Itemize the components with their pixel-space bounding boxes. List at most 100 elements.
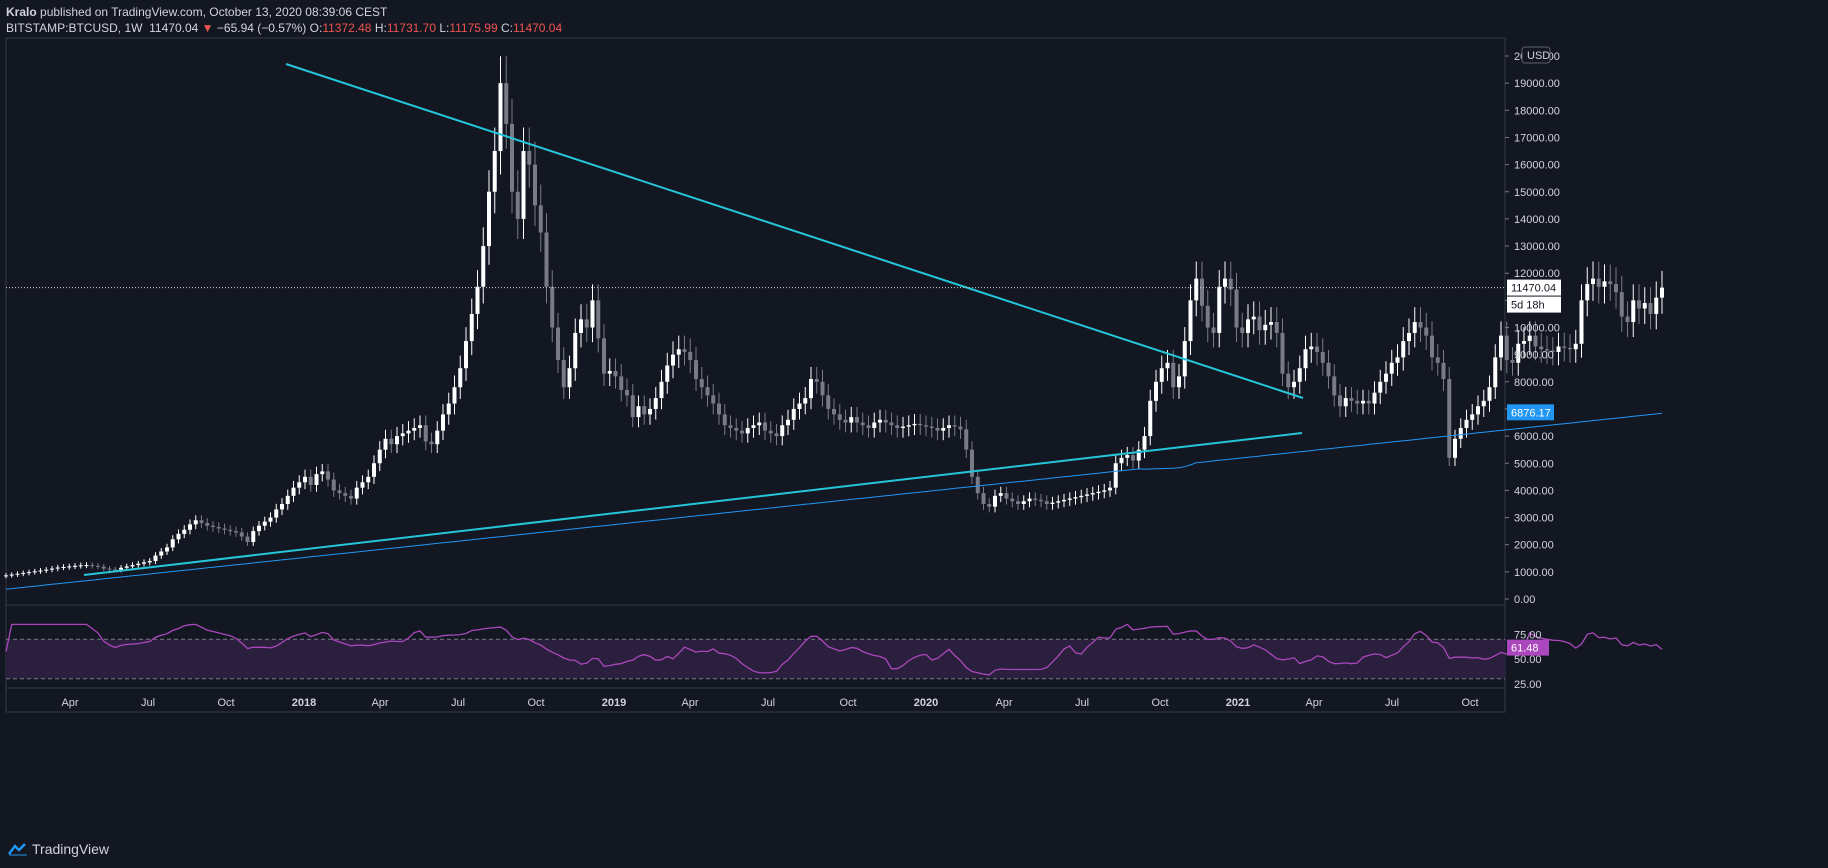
candle-body bbox=[561, 360, 566, 388]
candle-body bbox=[1608, 281, 1613, 285]
candle-body bbox=[740, 430, 744, 434]
candle-body bbox=[613, 370, 618, 377]
candle-body bbox=[1309, 346, 1314, 350]
candle-body bbox=[590, 300, 595, 328]
candle-body bbox=[372, 463, 376, 477]
candle-body bbox=[90, 565, 95, 567]
candle-body bbox=[1539, 346, 1544, 350]
candle-body bbox=[239, 532, 244, 537]
candle-body bbox=[1263, 324, 1268, 331]
candle-body bbox=[1315, 346, 1319, 352]
candle-body bbox=[1016, 501, 1020, 504]
candle-body bbox=[469, 313, 474, 342]
footer-brand: TradingView bbox=[32, 841, 110, 857]
candle-body bbox=[1522, 341, 1526, 344]
price-tick-label: 12000.00 bbox=[1514, 268, 1560, 280]
candle-body bbox=[1430, 335, 1434, 358]
candle-body bbox=[809, 379, 813, 399]
high-label: H: bbox=[374, 21, 387, 35]
candle-body bbox=[630, 395, 635, 418]
candle-body bbox=[1246, 319, 1250, 333]
candle-body bbox=[38, 570, 43, 572]
symbol-line: BITSTAMP:BTCUSD, 1W 11470.04 ▼ −65.94 (−… bbox=[6, 21, 563, 35]
rsi-tick-label: 75.00 bbox=[1514, 629, 1542, 641]
candle-body bbox=[987, 503, 992, 507]
candle-body bbox=[607, 370, 612, 374]
candles bbox=[4, 56, 1664, 579]
price-tick-label: 0.00 bbox=[1514, 594, 1535, 606]
candle-body bbox=[418, 425, 422, 428]
candle-body bbox=[993, 495, 997, 507]
price-tick-label: 1000.00 bbox=[1514, 567, 1554, 579]
candle-body bbox=[113, 569, 118, 571]
candle-body bbox=[1223, 278, 1227, 287]
candle-body bbox=[320, 471, 325, 475]
candle-body bbox=[1648, 303, 1653, 314]
candle-body bbox=[924, 425, 928, 427]
candle-body bbox=[1292, 381, 1296, 388]
candle-body bbox=[1332, 376, 1337, 396]
time-axis-label: Oct bbox=[527, 697, 544, 709]
candle-body bbox=[1493, 357, 1498, 388]
candle-body bbox=[343, 493, 348, 496]
candle-body bbox=[1464, 419, 1469, 428]
tradingview-footer[interactable]: TradingView bbox=[8, 841, 109, 857]
candle-body bbox=[1044, 501, 1049, 504]
candle-body bbox=[717, 403, 721, 415]
price-tick-label: 13000.00 bbox=[1514, 241, 1560, 253]
time-axis-label: Apr bbox=[995, 697, 1012, 709]
candle-body bbox=[751, 425, 756, 428]
candle-body bbox=[1171, 362, 1176, 388]
candle-body bbox=[27, 572, 31, 574]
candle-body bbox=[130, 565, 135, 567]
candle-body bbox=[625, 389, 629, 396]
price-tick-label: 19000.00 bbox=[1514, 78, 1560, 90]
candle-body bbox=[234, 531, 238, 533]
last-price: 11470.04 bbox=[149, 21, 199, 35]
candle-body bbox=[1412, 322, 1417, 333]
candle-body bbox=[366, 476, 371, 483]
candle-body bbox=[1573, 343, 1578, 350]
candle-body bbox=[498, 83, 503, 152]
candle-body bbox=[521, 151, 526, 219]
candle-body bbox=[136, 563, 141, 566]
candle-body bbox=[337, 490, 342, 494]
candle-body bbox=[1320, 351, 1325, 363]
candle-body bbox=[1217, 286, 1222, 333]
candle-body bbox=[1453, 438, 1457, 458]
symbol-name[interactable]: BITSTAMP:BTCUSD bbox=[6, 21, 118, 35]
candle-body bbox=[901, 426, 905, 428]
candle-body bbox=[383, 438, 388, 450]
candle-body bbox=[1234, 289, 1239, 328]
candle-body bbox=[50, 568, 54, 570]
candle-body bbox=[389, 438, 394, 445]
publish-line: Kralo published on TradingView.com, Octo… bbox=[6, 5, 387, 19]
candle-body bbox=[1389, 362, 1394, 374]
candle-body bbox=[303, 476, 307, 483]
candle-body bbox=[1274, 322, 1279, 333]
candle-body bbox=[1384, 373, 1388, 382]
axes: 0.00 1000.00 2000.00 3000.00 4000.00 5000.00 6… bbox=[6, 46, 1561, 709]
author-name[interactable]: Kralo bbox=[6, 5, 37, 19]
time-axis-label: Apr bbox=[1305, 697, 1322, 709]
candle-body bbox=[1303, 349, 1308, 369]
candle-body bbox=[1458, 427, 1463, 439]
candle-body bbox=[947, 425, 951, 428]
candle-body bbox=[400, 433, 405, 437]
candle-body bbox=[573, 332, 578, 369]
candle-body bbox=[1487, 387, 1492, 401]
candle-body bbox=[705, 387, 710, 396]
candle-body bbox=[4, 575, 8, 577]
candle-body bbox=[1280, 332, 1285, 374]
candle-body bbox=[883, 419, 888, 423]
candle-body bbox=[544, 232, 549, 287]
candle-body bbox=[970, 449, 974, 477]
candle-body bbox=[1550, 350, 1555, 352]
candle-body bbox=[61, 566, 66, 568]
candle-body bbox=[73, 565, 77, 567]
interval[interactable]: 1W bbox=[124, 21, 143, 35]
price-tick-label: 6000.00 bbox=[1514, 431, 1554, 443]
candle-body bbox=[1499, 335, 1503, 358]
candle-body bbox=[107, 568, 112, 570]
